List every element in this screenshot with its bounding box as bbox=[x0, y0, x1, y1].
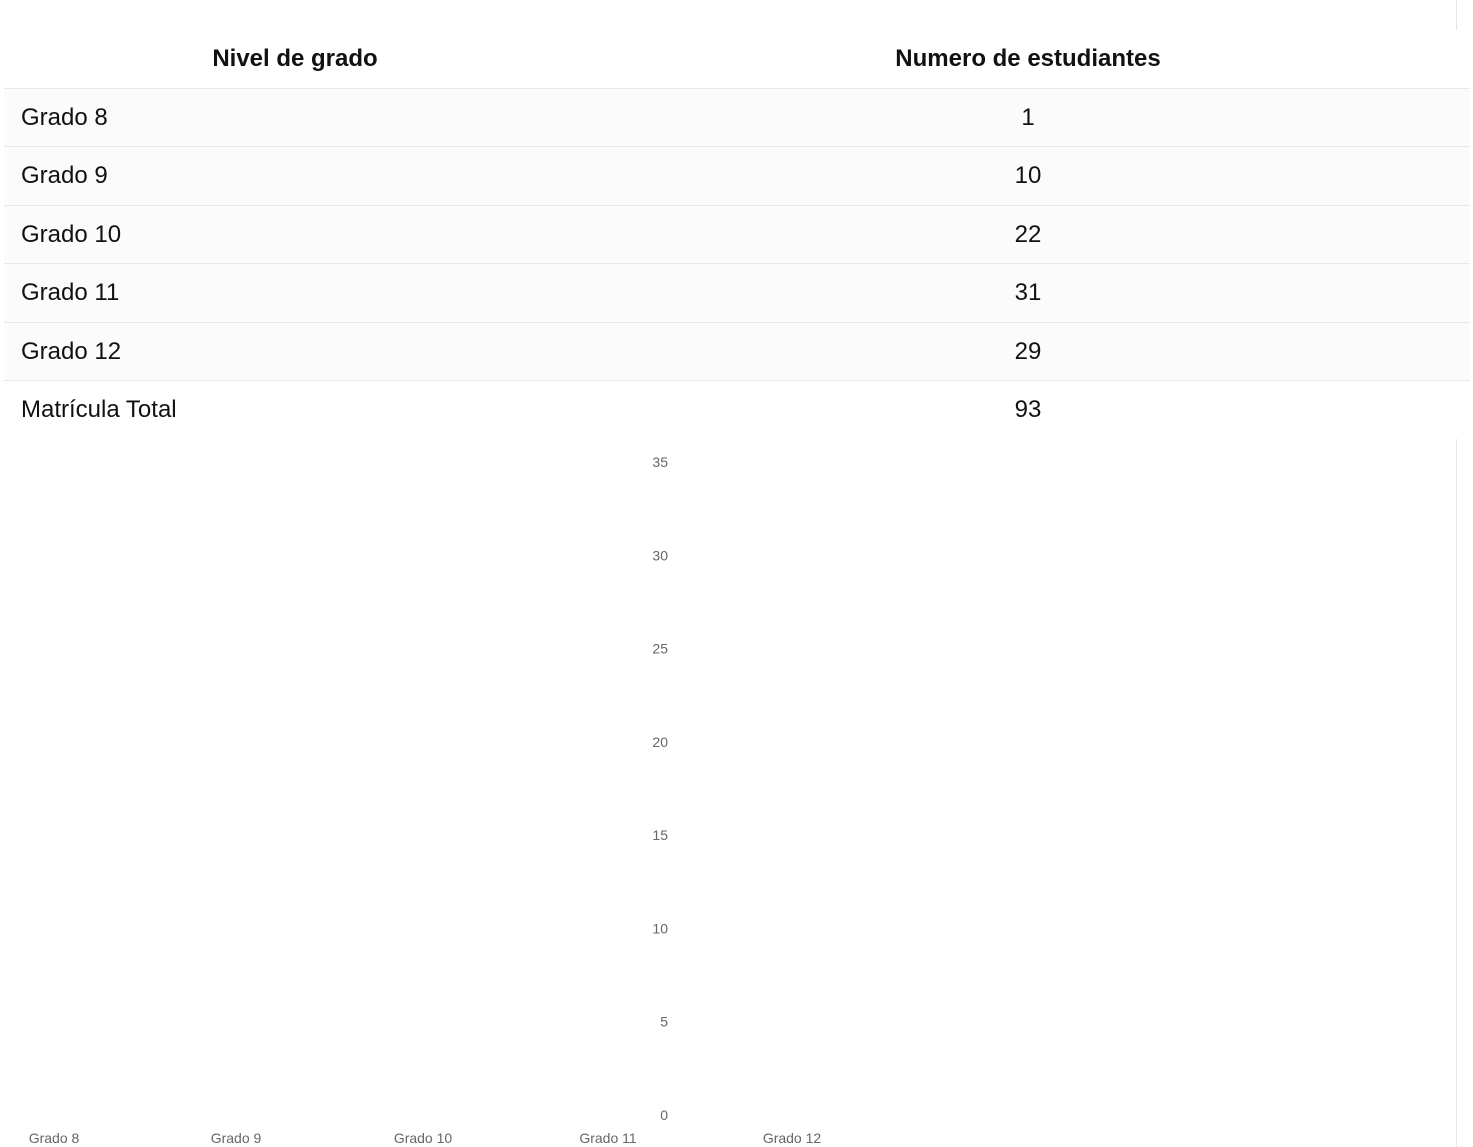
y-tick-label: 15 bbox=[652, 827, 668, 843]
y-tick-label: 0 bbox=[660, 1107, 668, 1123]
y-tick-label: 10 bbox=[652, 920, 668, 936]
enrollment-table: Nivel de grado Numero de estudiantes Gra… bbox=[4, 30, 1470, 439]
grade-cell: Grado 8 bbox=[21, 103, 108, 131]
enrollment-bar-chart: 0 5 10 15 20 25 30 35 Grado 8 Grado 9 Grado 10 Grad… bbox=[0, 454, 852, 1146]
total-count: 93 bbox=[1014, 396, 1042, 423]
table-row: Grado 8 1 bbox=[4, 88, 1470, 147]
x-tick-label: Grado 8 bbox=[29, 1130, 80, 1146]
y-tick-label: 30 bbox=[652, 547, 668, 563]
grade-level-header: Nivel de grado bbox=[212, 45, 378, 72]
page-right-border bbox=[1456, 0, 1457, 1147]
table-row: Grado 10 22 bbox=[4, 205, 1470, 264]
x-tick-label: Grado 11 bbox=[579, 1130, 637, 1146]
x-tick-label: Grado 12 bbox=[763, 1130, 822, 1146]
count-cell: 22 bbox=[1014, 220, 1042, 248]
grade-cell: Grado 10 bbox=[21, 220, 122, 248]
x-tick-label: Grado 9 bbox=[211, 1130, 262, 1146]
grade-cell: Grado 12 bbox=[21, 337, 122, 365]
bar-grado-9 bbox=[176, 928, 296, 1115]
bar-grado-11 bbox=[548, 537, 668, 1115]
count-cell: 29 bbox=[1014, 337, 1042, 365]
bar-grado-12 bbox=[732, 574, 852, 1115]
total-row: Matrícula Total 93 bbox=[4, 381, 1470, 439]
bar-grado-8 bbox=[0, 1096, 114, 1115]
bar-grado-10 bbox=[363, 705, 483, 1115]
count-cell: 1 bbox=[1021, 103, 1035, 131]
table-header-row: Nivel de grado Numero de estudiantes bbox=[4, 30, 1470, 89]
y-tick-label: 5 bbox=[660, 1014, 668, 1030]
count-cell: 31 bbox=[1014, 279, 1042, 306]
table-row: Grado 12 29 bbox=[4, 322, 1470, 381]
grade-cell: Grado 11 bbox=[21, 279, 120, 306]
total-label: Matrícula Total bbox=[21, 396, 177, 423]
count-cell: 10 bbox=[1014, 162, 1042, 189]
y-tick-label: 25 bbox=[652, 641, 668, 657]
table-row: Grado 11 31 bbox=[4, 264, 1470, 323]
table-row: Grado 9 10 bbox=[4, 147, 1470, 206]
y-tick-label: 35 bbox=[652, 454, 668, 470]
x-tick-label: Grado 10 bbox=[394, 1130, 453, 1146]
grade-cell: Grado 9 bbox=[21, 162, 108, 189]
y-tick-label: 20 bbox=[652, 734, 668, 750]
student-count-header: Numero de estudiantes bbox=[895, 45, 1161, 72]
